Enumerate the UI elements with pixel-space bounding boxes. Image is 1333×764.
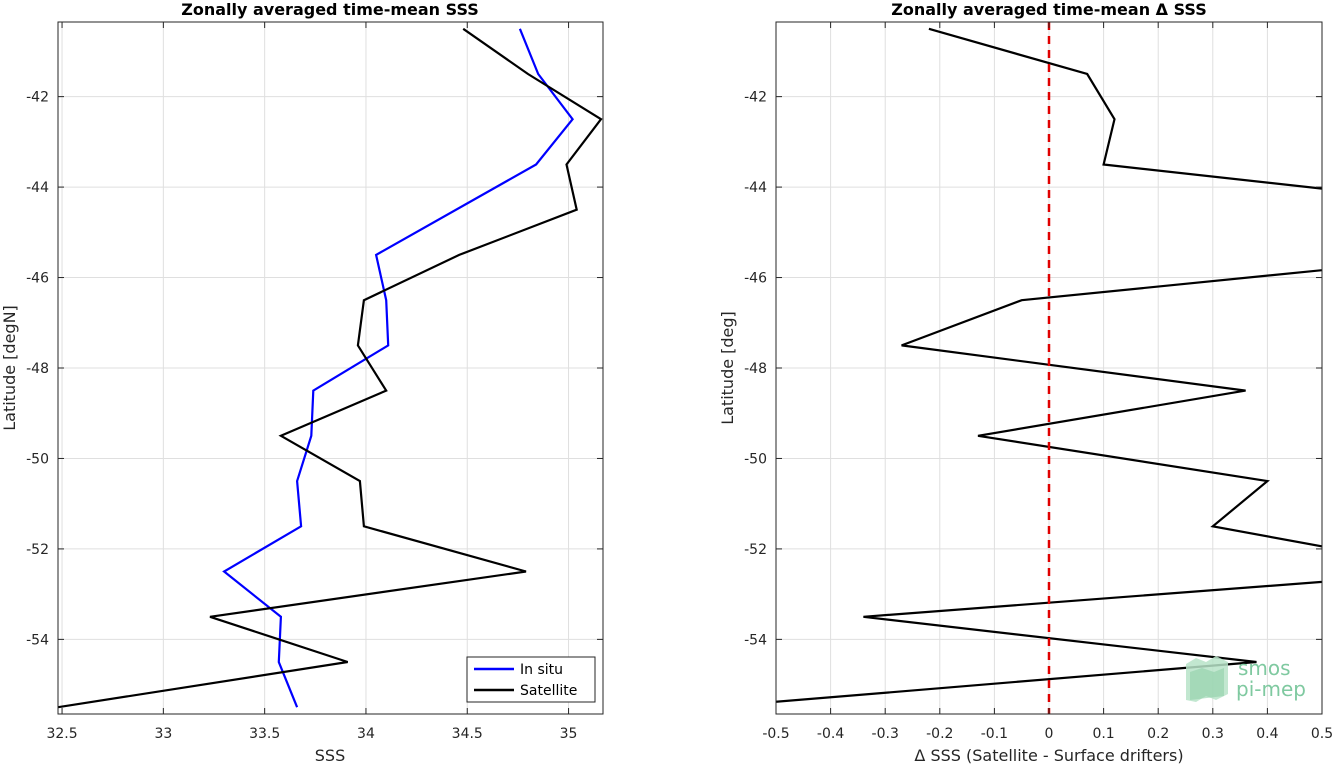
right-x-axis-label: Δ SSS (Satellite - Surface drifters) [914, 746, 1183, 764]
left-y-tick-label: -48 [26, 361, 49, 377]
right-panel: Zonally averaged time-mean Δ SSS -0.5 -0.… [718, 0, 1333, 764]
right-x-tick-label: -0.5 [762, 726, 789, 742]
right-x-tick-label: 0 [1045, 726, 1054, 742]
right-series-line-series-1 [776, 27, 1322, 703]
right-y-tick-label: -54 [744, 632, 767, 648]
right-x-tick-label: -0.1 [981, 726, 1008, 742]
right-chart-title: Zonally averaged time-mean Δ SSS [891, 0, 1207, 19]
logo-mark-shade-icon [1190, 668, 1224, 700]
left-x-tick-label: 34 [357, 726, 375, 742]
right-y-axis-label: Latitude [deg] [718, 311, 737, 425]
left-plot-area [58, 27, 603, 709]
left-x-axis-label: SSS [315, 746, 345, 764]
left-y-tick-label: -50 [26, 451, 49, 467]
left-x-tick-label: 35 [560, 726, 578, 742]
right-x-tick-label: 0.5 [1311, 726, 1333, 742]
left-y-tick-label: -46 [26, 271, 49, 287]
right-x-tick-label: -0.3 [872, 726, 899, 742]
legend-label-in-situ: In situ [520, 662, 563, 678]
right-plot-area [776, 22, 1322, 714]
right-x-tick-label: 0.3 [1202, 726, 1224, 742]
legend-box [466, 656, 596, 703]
left-y-tick-label: -42 [26, 90, 49, 106]
left-chart-title: Zonally averaged time-mean SSS [181, 0, 479, 19]
left-x-tick-label: 32.5 [46, 726, 77, 742]
logo-text-pi-mep: pi-mep [1236, 677, 1306, 701]
left-tick-labels: 32.5 33 33.5 34 34.5 35 -54 -52 -50 -48 -46 -44 -42 [26, 22, 603, 742]
left-y-tick-label: -44 [26, 180, 49, 196]
right-y-tick-label: -50 [744, 451, 767, 467]
right-y-tick-label: -42 [744, 90, 767, 106]
left-x-tick-label: 33 [154, 726, 172, 742]
right-y-tick-label: -48 [744, 361, 767, 377]
left-grid [58, 22, 603, 714]
left-y-tick-label: -52 [26, 542, 49, 558]
left-panel: Zonally averaged time-mean SSS 32.5 33 33.… [0, 0, 604, 764]
right-series-lines [776, 22, 1322, 714]
left-y-tick-label: -54 [26, 632, 49, 648]
right-tick-labels: -0.5 -0.4 -0.3 -0.2 -0.1 0 0.1 0.2 0.3 0.4 0.5 -54 -… [744, 22, 1333, 742]
left-series-line-in-situ [222, 28, 574, 708]
right-y-tick-label: -44 [744, 180, 767, 196]
logo-text-smos: smos [1238, 656, 1291, 680]
left-series-lines [58, 27, 603, 709]
right-x-tick-label: 0.2 [1147, 726, 1169, 742]
right-x-tick-label: 0.1 [1092, 726, 1114, 742]
right-x-tick-label: 0.4 [1256, 726, 1278, 742]
left-series-line-satellite [58, 27, 603, 709]
right-y-tick-label: -46 [744, 271, 767, 287]
legend-label-satellite: Satellite [520, 683, 577, 699]
left-y-axis-label: Latitude [degN] [0, 305, 19, 431]
smos-pi-mep-logo: smos pi-mep [1186, 656, 1306, 702]
left-legend: In situ Satellite [466, 656, 596, 703]
right-y-tick-label: -52 [744, 542, 767, 558]
right-x-tick-label: -0.2 [926, 726, 953, 742]
left-x-tick-label: 33.5 [249, 726, 280, 742]
right-x-tick-label: -0.4 [817, 726, 844, 742]
left-x-tick-label: 34.5 [452, 726, 483, 742]
